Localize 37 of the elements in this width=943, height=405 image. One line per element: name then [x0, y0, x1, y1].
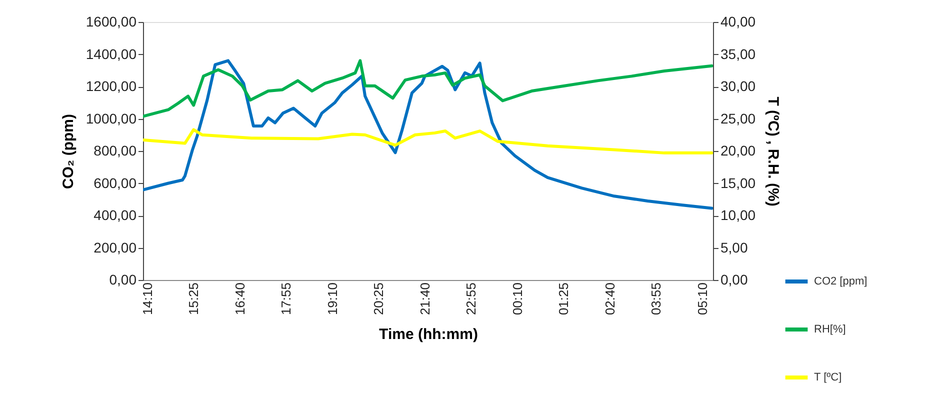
y2-tick-label: 0,00 [720, 272, 748, 288]
x-tick-label: 17:55 [278, 282, 294, 316]
y-tick-label: 600,00 [94, 174, 137, 191]
y2-tick-label: 25,00 [720, 110, 756, 126]
legend-label: CO2 [ppm] [814, 276, 868, 288]
x-tick-label: 20:25 [371, 282, 386, 316]
y2-tick-label: 40,00 [720, 14, 756, 30]
y-tick-label: 1400,00 [86, 46, 137, 62]
y-tick-label: 800,00 [94, 142, 137, 158]
y-tick-label: 200,00 [94, 239, 137, 256]
y-tick-label: 1200,00 [86, 78, 137, 94]
y-tick-label: 0,00 [109, 272, 137, 288]
legend-label: RH[%] [814, 324, 846, 336]
x-tick-label: 05:10 [695, 282, 710, 316]
y2-tick-label: 35,00 [720, 46, 756, 62]
y-tick-label: 400,00 [94, 207, 137, 223]
x-tick-label: 01:25 [556, 282, 572, 316]
x-tick-label: 16:40 [232, 282, 248, 316]
y2-tick-label: 5,00 [720, 239, 748, 256]
x-tick-label: 14:10 [140, 282, 155, 316]
y2-tick-label: 30,00 [720, 78, 756, 94]
y-axis-title: CO₂ (ppm) [60, 114, 77, 189]
x-tick-label: 19:10 [324, 282, 340, 316]
x-tick-label: 15:25 [186, 282, 202, 316]
x-tick-label: 02:40 [602, 282, 618, 316]
y2-axis-title: T (ºC) , R.H. (%) [764, 96, 782, 206]
y2-tick-label: 15,00 [720, 174, 756, 191]
y-tick-label: 1600,00 [86, 14, 137, 30]
x-axis-title: Time (hh:mm) [379, 326, 478, 344]
y-tick-label: 1000,00 [86, 110, 137, 126]
x-tick-label: 21:40 [417, 282, 432, 316]
y2-tick-label: 20,00 [720, 142, 756, 158]
x-tick-label: 22:55 [464, 282, 479, 316]
x-tick-label: 03:55 [648, 282, 664, 316]
legend-label: T [ºC] [814, 372, 842, 384]
x-tick-label: 00:10 [510, 282, 525, 316]
y2-tick-label: 10,00 [720, 207, 756, 223]
